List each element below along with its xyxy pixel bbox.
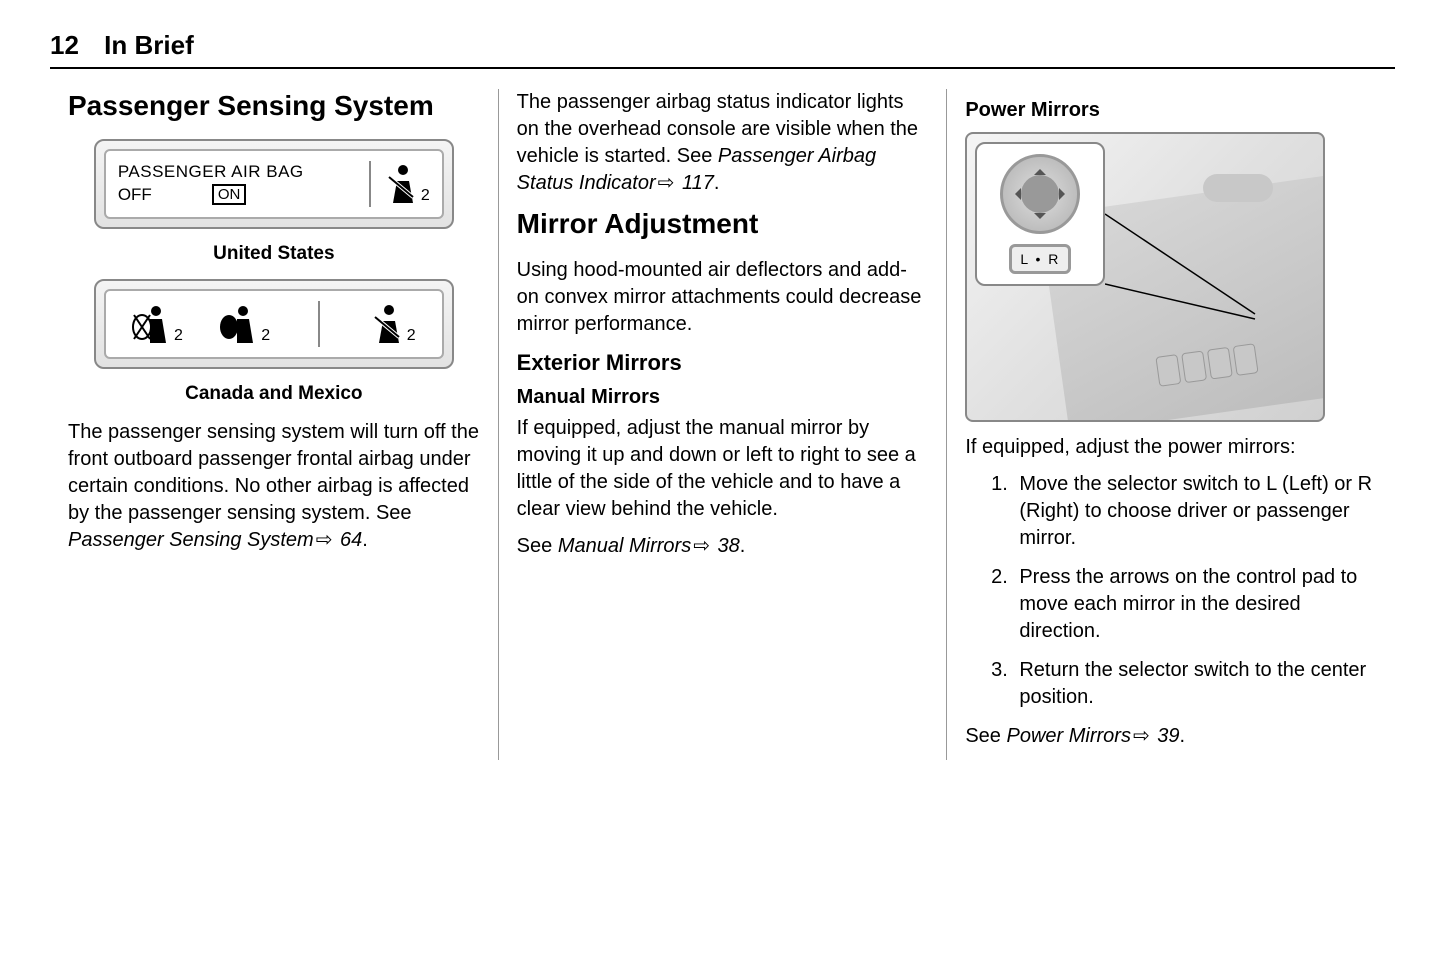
para-mirror-warning: Using hood-mounted air deflectors and ad… bbox=[517, 257, 929, 338]
mirror-joystick-icon bbox=[1000, 154, 1080, 234]
para-power-mirrors-intro: If equipped, adjust the power mirrors: bbox=[965, 434, 1377, 461]
heading-exterior-mirrors: Exterior Mirrors bbox=[517, 350, 929, 376]
para-manual-mirrors: If equipped, adjust the manual mirror by… bbox=[517, 415, 929, 523]
page-header: 12 In Brief bbox=[50, 30, 1395, 69]
heading-mirror-adjustment: Mirror Adjustment bbox=[517, 207, 929, 241]
para-power-mirrors-ref: See Power Mirrors 39. bbox=[965, 723, 1377, 750]
ref-power-mirrors: Power Mirrors bbox=[1007, 725, 1131, 747]
column-3: Power Mirrors L • R bbox=[947, 89, 1395, 760]
airbag-on-label: ON bbox=[212, 184, 247, 205]
divider bbox=[369, 161, 371, 207]
heading-passenger-sensing: Passenger Sensing System bbox=[68, 89, 480, 123]
seatbelt-reminder-icon: 2 bbox=[383, 163, 430, 205]
seatbelt-reminder-icon-2: 2 bbox=[369, 303, 416, 345]
section-title: In Brief bbox=[104, 30, 194, 60]
ref-page: 38 bbox=[691, 535, 740, 557]
ref-passenger-sensing: Passenger Sensing System bbox=[68, 529, 314, 551]
ref-page: 117 bbox=[656, 172, 714, 194]
mirror-control-callout: L • R bbox=[975, 142, 1105, 286]
text-fragment: See bbox=[965, 725, 1006, 747]
indicator-panel-canada-mexico: 2 2 bbox=[94, 279, 454, 369]
airbag-off-icon: 2 bbox=[132, 303, 183, 345]
heading-manual-mirrors: Manual Mirrors bbox=[517, 386, 929, 409]
ref-manual-mirrors: Manual Mirrors bbox=[558, 535, 691, 557]
step-2: Press the arrows on the control pad to m… bbox=[1013, 564, 1377, 645]
column-1: Passenger Sensing System PASSENGER AIR B… bbox=[50, 89, 499, 760]
icon-subscript-3: 2 bbox=[407, 327, 416, 345]
text-fragment: The passenger sensing system will turn o… bbox=[68, 421, 479, 524]
airbag-label-line1: PASSENGER AIR BAG bbox=[118, 162, 357, 182]
divider bbox=[318, 301, 320, 347]
heading-power-mirrors: Power Mirrors bbox=[965, 99, 1377, 122]
step-1: Move the selector switch to L (Left) or … bbox=[1013, 471, 1377, 552]
content-columns: Passenger Sensing System PASSENGER AIR B… bbox=[50, 89, 1395, 760]
ref-page: 39 bbox=[1131, 725, 1180, 747]
text-fragment: . bbox=[362, 529, 368, 551]
para-airbag-status: The passenger airbag status indicator li… bbox=[517, 89, 929, 197]
step-3: Return the selector switch to the center… bbox=[1013, 657, 1377, 711]
text-fragment: . bbox=[1180, 725, 1186, 747]
icon-subscript-2: 2 bbox=[261, 327, 270, 345]
column-2: The passenger airbag status indicator li… bbox=[499, 89, 948, 760]
page-number: 12 bbox=[50, 30, 79, 60]
airbag-off-label: OFF bbox=[118, 185, 152, 205]
seatbelt-subscript: 2 bbox=[421, 187, 430, 205]
lr-selector-switch: L • R bbox=[1009, 244, 1071, 274]
airbag-on-icon: 2 bbox=[219, 303, 270, 345]
door-handle-shape bbox=[1203, 174, 1273, 202]
icon-subscript-1: 2 bbox=[174, 327, 183, 345]
caption-canada-mexico: Canada and Mexico bbox=[68, 383, 480, 405]
para-passenger-sensing: The passenger sensing system will turn o… bbox=[68, 419, 480, 554]
power-mirror-illustration: L • R bbox=[965, 132, 1325, 422]
callout-leader-lines bbox=[1105, 204, 1285, 364]
ref-page: 64 bbox=[314, 529, 363, 551]
caption-us: United States bbox=[68, 243, 480, 265]
power-mirrors-steps: Move the selector switch to L (Left) or … bbox=[965, 471, 1377, 711]
text-fragment: See bbox=[517, 535, 558, 557]
text-fragment: . bbox=[714, 172, 720, 194]
para-manual-mirrors-ref: See Manual Mirrors 38. bbox=[517, 533, 929, 560]
indicator-panel-us: PASSENGER AIR BAG OFF ON 2 bbox=[94, 139, 454, 229]
text-fragment: . bbox=[740, 535, 746, 557]
